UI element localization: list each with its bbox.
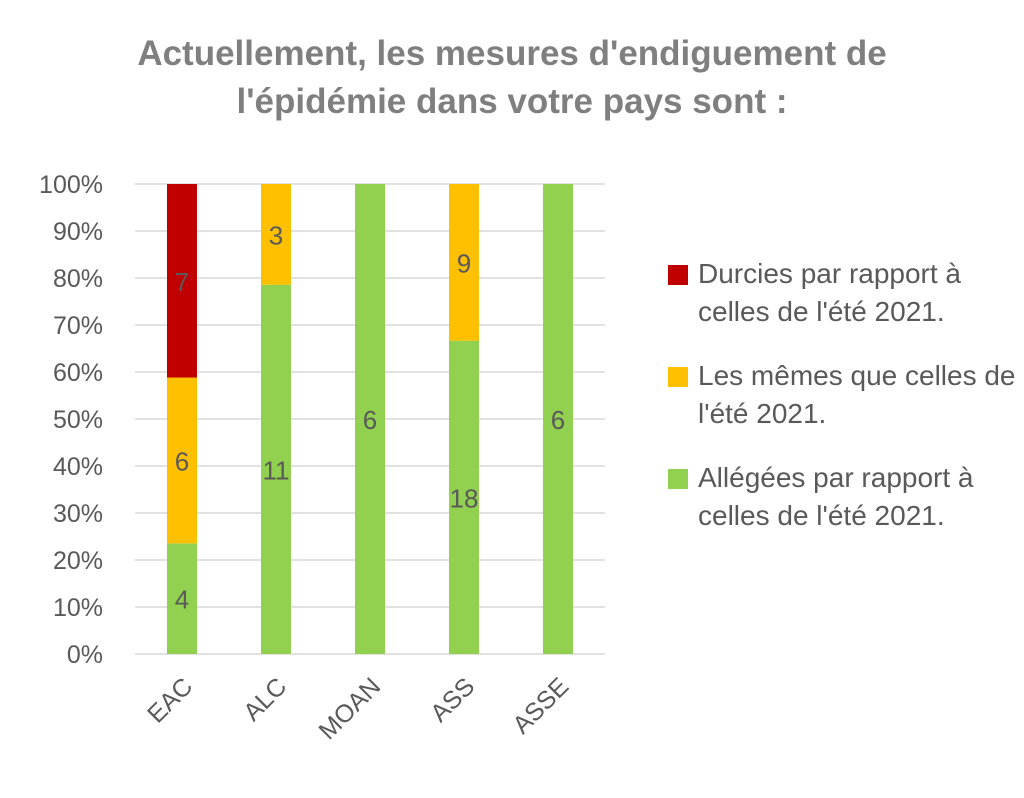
y-tick-label: 10% xyxy=(53,594,103,622)
bar-segment-asse-0 xyxy=(543,184,573,654)
bar-segment-eac-1 xyxy=(167,377,197,544)
legend-label-allegees: Allégées par rapport à celles de l'été 2… xyxy=(698,462,974,531)
bar-segment-alc-1 xyxy=(261,184,291,285)
y-tick-label: 60% xyxy=(53,359,103,387)
data-label: 9 xyxy=(457,248,471,278)
data-label: 6 xyxy=(175,446,189,476)
y-tick-label: 50% xyxy=(53,406,103,434)
bar-segment-ass-0 xyxy=(449,340,479,654)
y-tick-label: 90% xyxy=(53,218,103,246)
chart-title-line-2: l'épidémie dans votre pays sont : xyxy=(236,82,788,121)
bar-segment-eac-2 xyxy=(167,184,197,378)
x-tick-label: ALC xyxy=(238,672,292,726)
y-tick-label: 40% xyxy=(53,453,103,481)
legend-label-durcies: Durcies par rapport à celles de l'été 20… xyxy=(698,258,962,327)
chart-title-line-1: Actuellement, les mesures d'endiguement … xyxy=(137,34,887,73)
legend-swatch-memes xyxy=(668,367,688,387)
y-tick-label: 100% xyxy=(39,171,103,199)
legend-swatch-durcies xyxy=(668,265,688,285)
legend-swatch-allegees xyxy=(668,469,688,489)
data-label: 6 xyxy=(551,405,565,435)
chart-legend: Durcies par rapport à celles de l'été 20… xyxy=(668,255,1018,561)
chart-title: Actuellement, les mesures d'endiguement … xyxy=(0,30,1024,126)
data-label: 6 xyxy=(363,405,377,435)
y-tick-label: 80% xyxy=(53,265,103,293)
y-tick-label: 30% xyxy=(53,500,103,528)
bar-segment-moan-0 xyxy=(355,184,385,654)
bar-segment-alc-0 xyxy=(261,284,291,654)
legend-item-durcies: Durcies par rapport à celles de l'été 20… xyxy=(668,255,1018,331)
x-tick-label: MOAN xyxy=(313,672,386,745)
data-label: 18 xyxy=(450,483,479,513)
y-tick-label: 0% xyxy=(67,641,103,669)
data-label: 4 xyxy=(175,585,189,615)
legend-item-memes: Les mêmes que celles de l'été 2021. xyxy=(668,357,1018,433)
data-label: 11 xyxy=(263,455,290,485)
legend-label-memes: Les mêmes que celles de l'été 2021. xyxy=(698,360,1016,429)
y-tick-label: 20% xyxy=(53,547,103,575)
x-tick-label: ASSE xyxy=(507,672,574,739)
legend-item-allegees: Allégées par rapport à celles de l'été 2… xyxy=(668,459,1018,535)
bar-segment-eac-0 xyxy=(167,543,197,654)
data-label: 7 xyxy=(175,267,189,297)
data-label: 3 xyxy=(269,220,283,250)
x-tick-label: EAC xyxy=(142,672,198,728)
x-tick-label: ASS xyxy=(425,672,480,727)
y-tick-label: 70% xyxy=(53,312,103,340)
bar-segment-ass-1 xyxy=(449,184,479,341)
